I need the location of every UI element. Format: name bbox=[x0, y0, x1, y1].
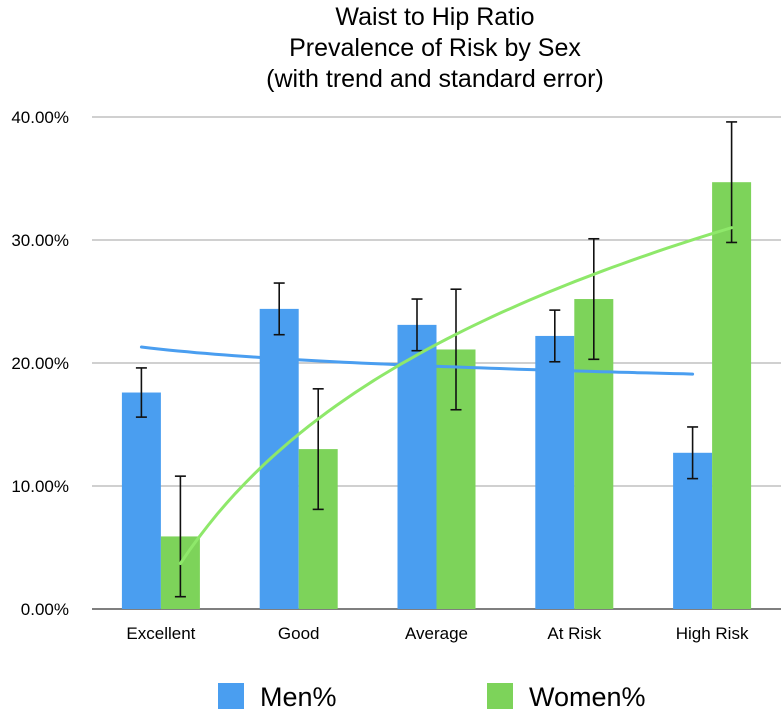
bar bbox=[121, 392, 161, 609]
trendline bbox=[178, 226, 734, 565]
gridlines bbox=[92, 116, 781, 610]
bar bbox=[259, 308, 299, 609]
x-tick-label: Good bbox=[278, 624, 320, 643]
bars bbox=[121, 182, 752, 609]
chart-title-line-2: Prevalence of Risk by Sex bbox=[289, 34, 581, 62]
chart-title-line-3: (with trend and standard error) bbox=[266, 65, 604, 93]
y-tick-label: 10.00% bbox=[11, 477, 69, 496]
trendlines bbox=[139, 226, 734, 565]
legend: Men% Women% bbox=[218, 682, 646, 712]
legend-swatch bbox=[487, 683, 513, 709]
chart-title-line-1: Waist to Hip Ratio bbox=[335, 3, 535, 31]
y-axis-labels: 0.00% 10.00% 20.00% 30.00% 40.00% bbox=[11, 108, 69, 619]
x-tick-label: Average bbox=[405, 624, 468, 643]
y-tick-label: 40.00% bbox=[11, 108, 69, 127]
x-tick-label: At Risk bbox=[547, 624, 601, 643]
bar bbox=[397, 324, 437, 609]
chart-title: Waist to Hip Ratio Prevalence of Risk by… bbox=[0, 2, 784, 95]
bar bbox=[535, 335, 575, 609]
y-tick-label: 30.00% bbox=[11, 231, 69, 250]
x-axis-labels: Excellent Good Average At Risk High Risk bbox=[126, 624, 749, 643]
x-tick-label: High Risk bbox=[676, 624, 749, 643]
y-tick-label: 20.00% bbox=[11, 354, 69, 373]
bar bbox=[712, 182, 752, 609]
legend-label: Women% bbox=[529, 682, 646, 712]
y-tick-label: 0.00% bbox=[21, 600, 69, 619]
legend-swatch bbox=[218, 683, 244, 709]
x-tick-label: Excellent bbox=[126, 624, 195, 643]
legend-label: Men% bbox=[260, 682, 337, 712]
trendline bbox=[139, 345, 695, 376]
error-bars bbox=[135, 121, 738, 598]
